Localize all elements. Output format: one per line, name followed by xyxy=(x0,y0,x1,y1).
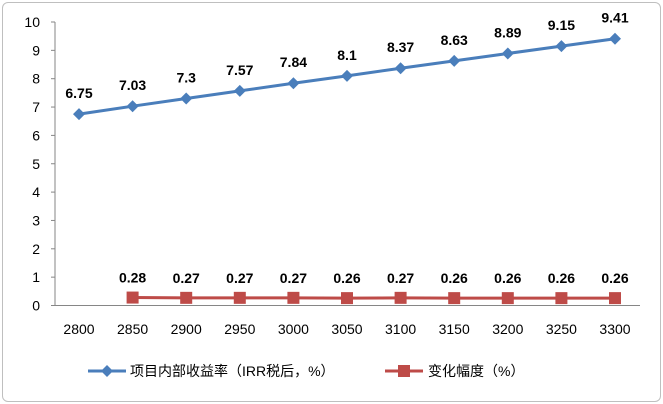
series-layer xyxy=(73,32,621,305)
data-label: 0.26 xyxy=(548,270,575,286)
data-point-diamond xyxy=(609,32,621,45)
y-axis-ticks: 0 1 2 3 4 5 6 7 8 9 10 xyxy=(24,14,55,314)
data-point-square xyxy=(448,292,461,305)
x-tick-label: 2800 xyxy=(63,321,94,337)
legend-change-label: 变化幅度（%） xyxy=(428,363,524,379)
data-point-diamond xyxy=(341,69,353,82)
x-tick-label: 3150 xyxy=(439,321,470,337)
data-label: 8.1 xyxy=(337,47,357,63)
data-label: 0.27 xyxy=(226,270,253,286)
legend-change-square-marker xyxy=(398,365,410,377)
y-tick-label: 0 xyxy=(32,298,40,314)
data-label: 8.89 xyxy=(494,24,521,40)
x-tick-label: 3200 xyxy=(492,321,523,337)
data-label: 0.26 xyxy=(494,270,521,286)
series-line-1 xyxy=(132,296,615,300)
y-tick-label: 9 xyxy=(32,42,40,58)
data-label: 0.26 xyxy=(441,270,468,286)
data-point-square xyxy=(126,291,139,304)
data-point-diamond xyxy=(126,100,139,113)
data-label: 8.37 xyxy=(387,39,414,55)
data-point-square xyxy=(555,292,568,305)
data-label: 7.84 xyxy=(280,54,307,70)
y-tick-label: 4 xyxy=(32,184,40,200)
legend-irr-label: 项目内部收益率（IRR税后，%） xyxy=(130,363,335,379)
data-label: 6.75 xyxy=(65,85,92,101)
y-tick-label: 2 xyxy=(32,241,40,257)
data-point-diamond xyxy=(394,62,407,75)
data-label: 8.63 xyxy=(441,32,468,48)
data-label: 0.26 xyxy=(601,270,628,286)
data-point-diamond xyxy=(73,108,85,121)
data-label: 0.27 xyxy=(280,270,307,286)
data-point-diamond xyxy=(555,40,568,53)
x-axis-ticks: 2800 2850 2900 2950 3000 3050 3100 3150 3200 3250… xyxy=(63,321,630,337)
y-tick-label: 10 xyxy=(24,14,40,30)
data-point-square xyxy=(180,291,193,304)
x-tick-label: 3250 xyxy=(546,321,577,337)
x-tick-label: 3300 xyxy=(599,321,630,337)
legend-item-irr: 项目内部收益率（IRR税后，%） xyxy=(88,363,335,379)
x-tick-label: 2850 xyxy=(117,321,148,337)
y-tick-label: 5 xyxy=(32,156,40,172)
data-label: 7.03 xyxy=(119,77,146,93)
data-point-square xyxy=(341,292,353,305)
data-label: 9.15 xyxy=(548,17,575,33)
x-tick-label: 3050 xyxy=(331,321,362,337)
data-label: 9.41 xyxy=(601,10,628,26)
data-point-diamond xyxy=(233,84,246,97)
x-tick-label: 2950 xyxy=(224,321,255,337)
data-point-square xyxy=(233,291,246,304)
legend-item-change: 变化幅度（%） xyxy=(385,363,524,379)
legend: 项目内部收益率（IRR税后，%） 变化幅度（%） xyxy=(88,363,524,379)
legend-irr-diamond-marker xyxy=(101,365,113,377)
chart-axes xyxy=(54,22,640,306)
x-tick-label: 3100 xyxy=(385,321,416,337)
x-tick-label: 2900 xyxy=(171,321,202,337)
data-point-diamond xyxy=(501,47,514,60)
data-point-diamond xyxy=(287,77,300,90)
data-point-diamond xyxy=(448,54,461,67)
data-label: 0.27 xyxy=(173,270,200,286)
data-label: 0.26 xyxy=(333,270,360,286)
y-tick-label: 7 xyxy=(32,99,40,115)
data-label: 7.3 xyxy=(176,70,196,86)
data-labels-layer: 6.75 7.03 7.3 7.57 7.84 8.1 8.37 8.63 8.89 9.15 9.… xyxy=(65,10,628,286)
y-tick-label: 6 xyxy=(32,127,40,143)
data-point-square xyxy=(609,292,621,305)
data-point-square xyxy=(287,291,300,304)
y-tick-label: 3 xyxy=(32,212,40,228)
data-label: 7.57 xyxy=(226,62,253,78)
data-point-diamond xyxy=(180,92,193,105)
data-label: 0.28 xyxy=(119,270,146,286)
y-tick-label: 1 xyxy=(32,269,40,285)
data-point-square xyxy=(394,291,407,304)
y-tick-label: 8 xyxy=(32,71,40,87)
data-point-square xyxy=(501,292,514,305)
x-tick-label: 3000 xyxy=(278,321,309,337)
data-label: 0.27 xyxy=(387,270,414,286)
